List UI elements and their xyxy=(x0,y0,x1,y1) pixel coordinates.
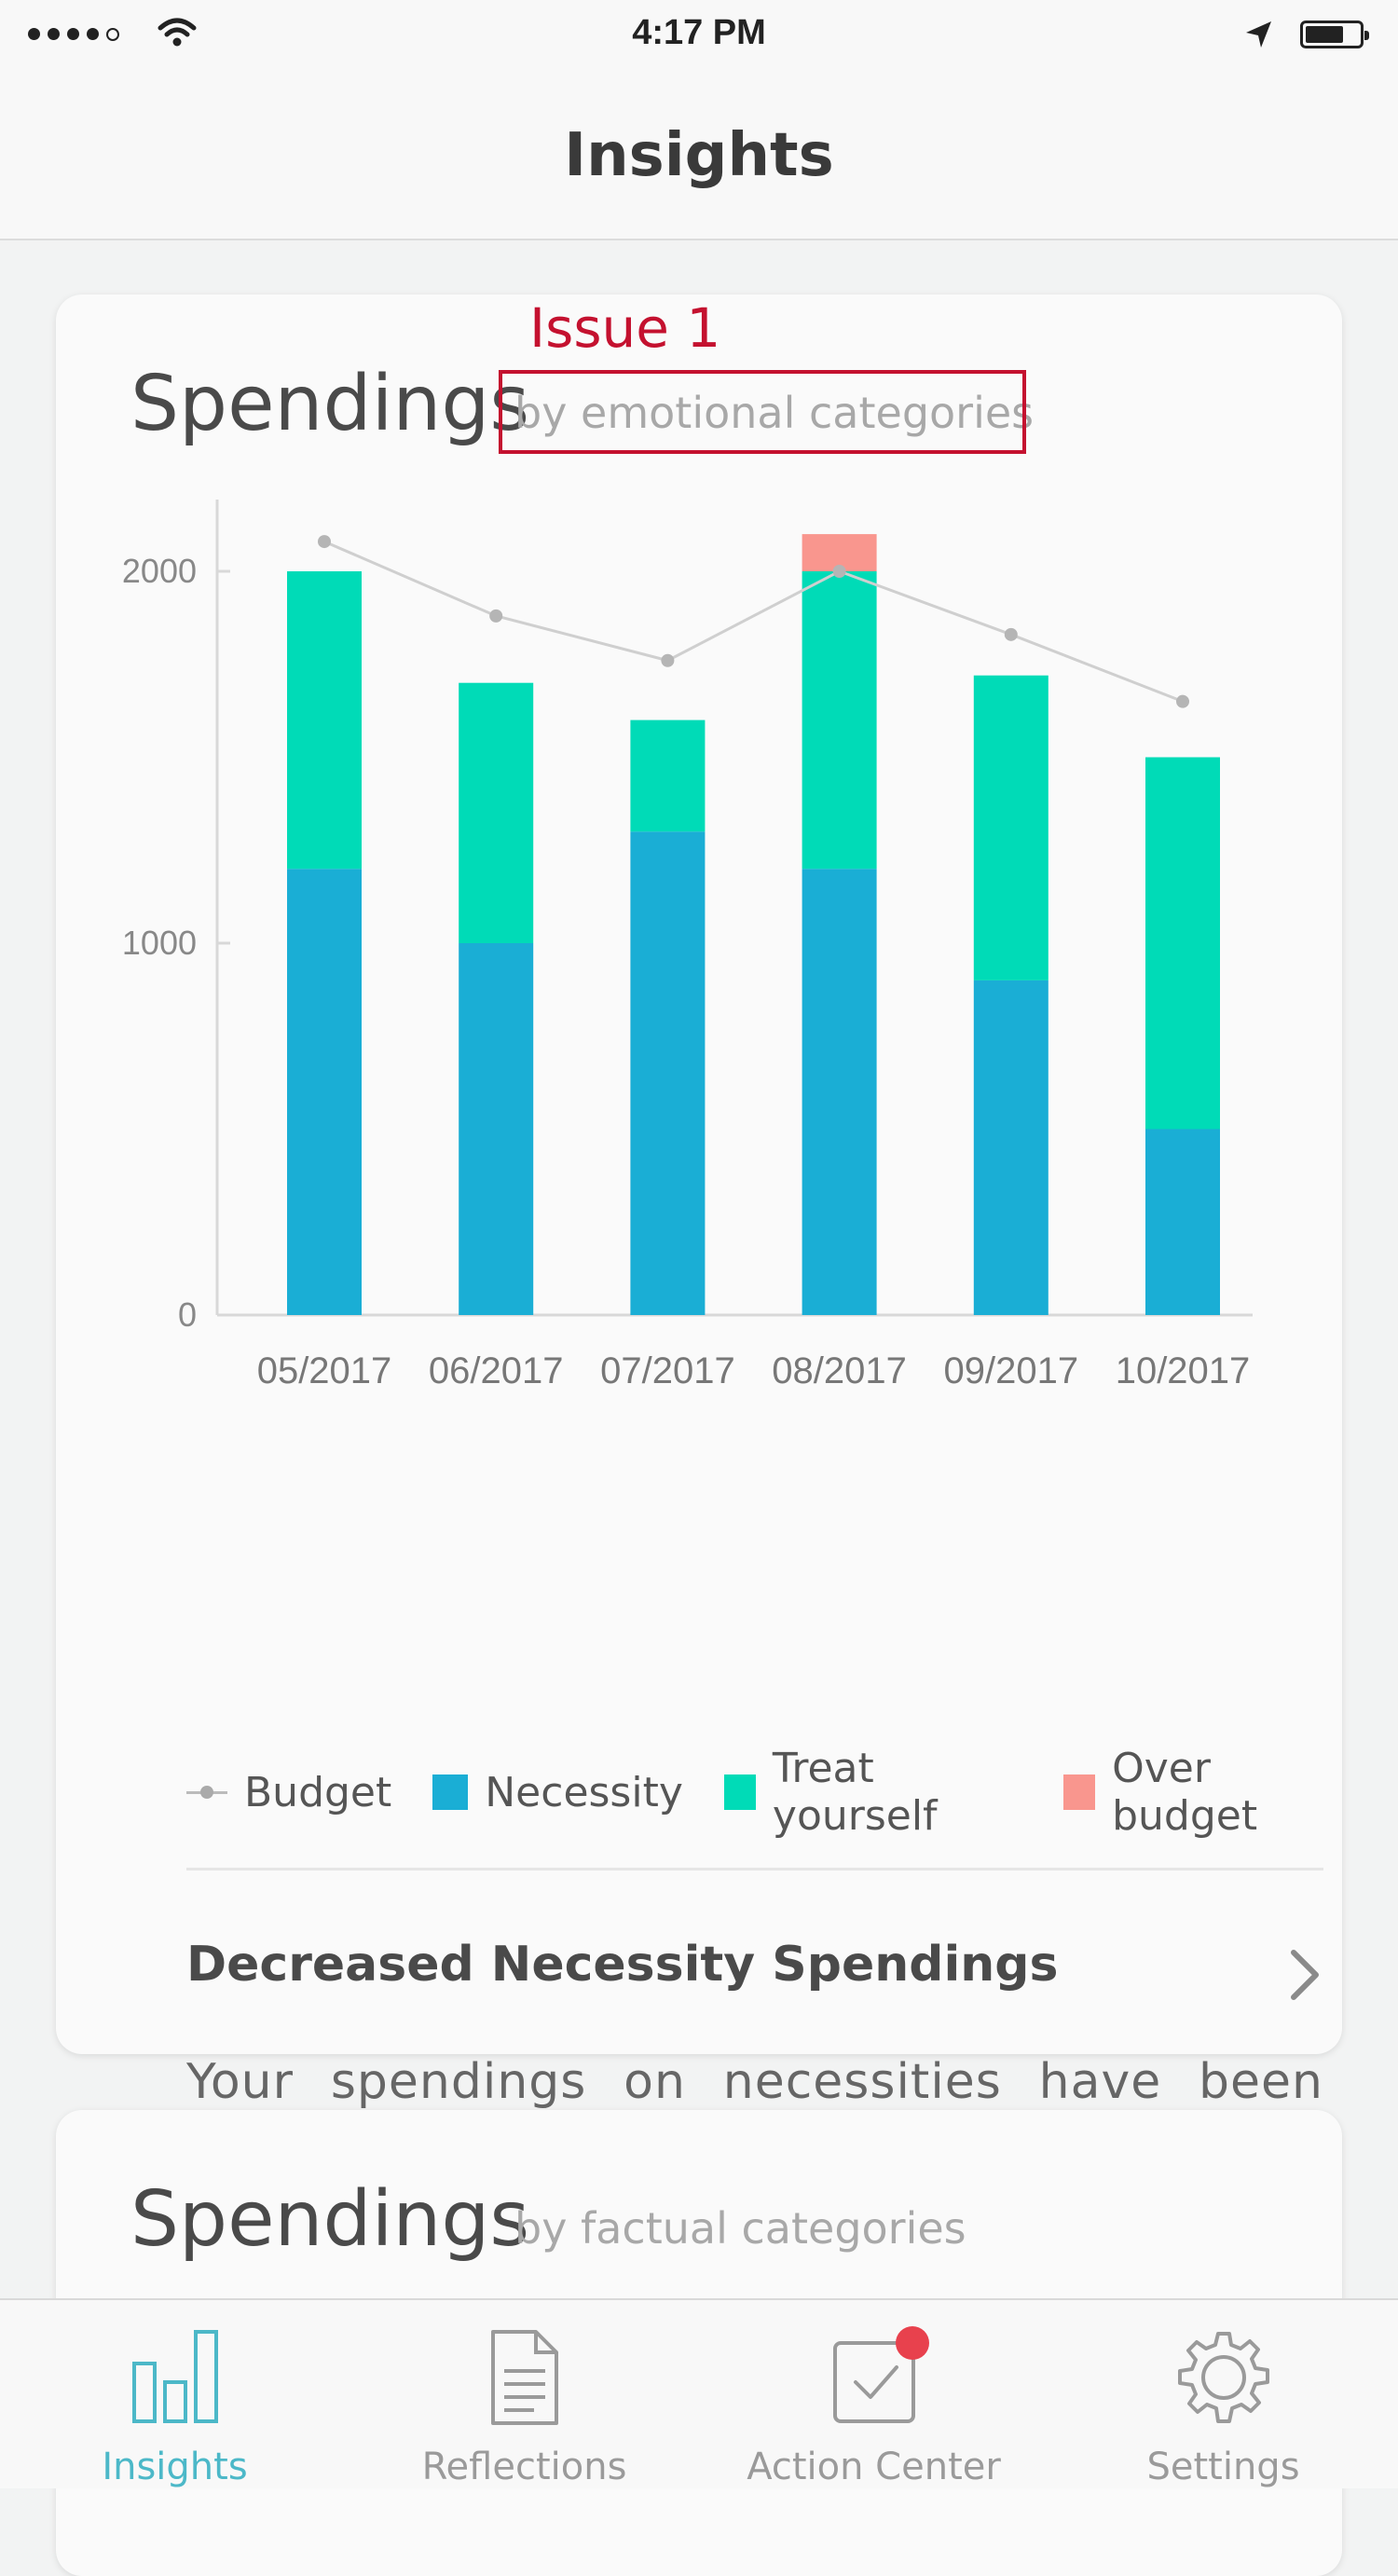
legend-necessity: Necessity xyxy=(432,1769,683,1816)
divider xyxy=(186,1868,1323,1870)
over-budget-swatch xyxy=(1063,1774,1096,1810)
tab-reflections[interactable]: Reflections xyxy=(350,2300,699,2488)
chevron-right-icon[interactable] xyxy=(1286,1947,1323,2003)
budget-line xyxy=(323,540,1184,704)
budget-point xyxy=(318,535,331,549)
tab-label: Settings xyxy=(1146,2446,1300,2488)
legend-budget: Budget xyxy=(186,1769,391,1816)
bar-segment-treat-yourself xyxy=(630,719,706,832)
bar-segment-necessity xyxy=(1145,1129,1220,1315)
bar-chart-icon xyxy=(131,2330,218,2423)
gear-icon xyxy=(1177,2332,1269,2423)
emotional-spendings-card[interactable]: 0 1000 2000 05/2017 06/2017 07/2017 08/2017 09/… xyxy=(56,295,1342,2267)
card-subtitle: by emotional categories xyxy=(514,388,1035,438)
spendings-chart: 0 1000 2000 05/2017 06/2017 07/2017 08/2017 09/… xyxy=(122,500,1253,1391)
tab-bar: Insights Reflections Action Center xyxy=(0,2298,1398,2488)
y-tick-label: 0 xyxy=(178,1295,197,1334)
navigation-bar: Insights xyxy=(0,71,1398,240)
treat-swatch xyxy=(723,1774,756,1810)
battery-icon xyxy=(1300,21,1369,48)
issue-annotation-label: Issue 1 xyxy=(529,296,721,360)
x-tick-label: 05/2017 xyxy=(257,1350,392,1391)
tab-insights[interactable]: Insights xyxy=(0,2300,350,2488)
page-title: Insights xyxy=(564,121,834,190)
legend-label: Necessity xyxy=(485,1768,683,1816)
bar-segment-necessity xyxy=(973,980,1048,1315)
x-tick-label: 10/2017 xyxy=(1116,1350,1251,1391)
status-bar: 4:17 PM xyxy=(0,0,1398,71)
bar-segment-treat-yourself xyxy=(1145,757,1220,1130)
legend-label: Treat yourself xyxy=(772,1745,938,1840)
legend-treat-yourself: Treat yourself xyxy=(723,1745,1022,1840)
bar-segment-necessity xyxy=(459,943,534,1315)
bar-segment-treat-yourself xyxy=(287,571,362,870)
x-tick-label: 09/2017 xyxy=(944,1350,1079,1391)
bar-segment-necessity xyxy=(802,869,877,1315)
card-subtitle: by factual categories xyxy=(514,2203,966,2254)
legend-label: Budget xyxy=(244,1768,392,1816)
document-icon xyxy=(490,2330,558,2425)
necessity-swatch xyxy=(432,1774,469,1810)
status-time: 4:17 PM xyxy=(632,13,766,52)
notification-badge xyxy=(896,2326,929,2360)
location-arrow-icon xyxy=(1246,21,1271,48)
x-tick-label: 08/2017 xyxy=(772,1350,907,1391)
card-title: Spendings xyxy=(130,360,530,448)
x-tick-label: 06/2017 xyxy=(429,1350,564,1391)
issue-annotation-box xyxy=(499,370,1026,454)
bar-segment-treat-yourself xyxy=(973,675,1048,980)
tab-label: Insights xyxy=(102,2446,248,2488)
wifi-icon xyxy=(158,18,197,47)
budget-point xyxy=(832,565,846,578)
budget-point xyxy=(489,609,503,623)
bar-segment-treat-yourself xyxy=(802,571,877,870)
signal-strength-icon xyxy=(28,28,119,41)
card-title: Spendings xyxy=(130,2175,530,2264)
checkbox-icon xyxy=(832,2341,915,2423)
tab-label: Reflections xyxy=(421,2446,627,2488)
budget-point xyxy=(661,653,675,667)
bar-segment-necessity xyxy=(630,831,706,1315)
tab-label: Action Center xyxy=(747,2446,1001,2488)
budget-line-swatch xyxy=(186,1774,227,1810)
chart-legend: Budget Necessity Treat yourself Over bud… xyxy=(186,1745,1342,1840)
legend-over-budget: Over budget xyxy=(1063,1745,1342,1840)
x-tick-label: 07/2017 xyxy=(600,1350,735,1391)
insight-title[interactable]: Decreased Necessity Spendings xyxy=(186,1937,1059,1993)
bar-segment-treat-yourself xyxy=(459,682,534,943)
tab-settings[interactable]: Settings xyxy=(1048,2300,1398,2488)
y-tick-label: 2000 xyxy=(122,552,197,590)
tab-action-center[interactable]: Action Center xyxy=(699,2300,1048,2488)
budget-point xyxy=(1176,694,1189,708)
legend-label: Over budget xyxy=(1112,1745,1258,1840)
bar-segment-necessity xyxy=(287,869,362,1315)
budget-point xyxy=(1004,627,1018,641)
y-tick-label: 1000 xyxy=(122,924,197,962)
